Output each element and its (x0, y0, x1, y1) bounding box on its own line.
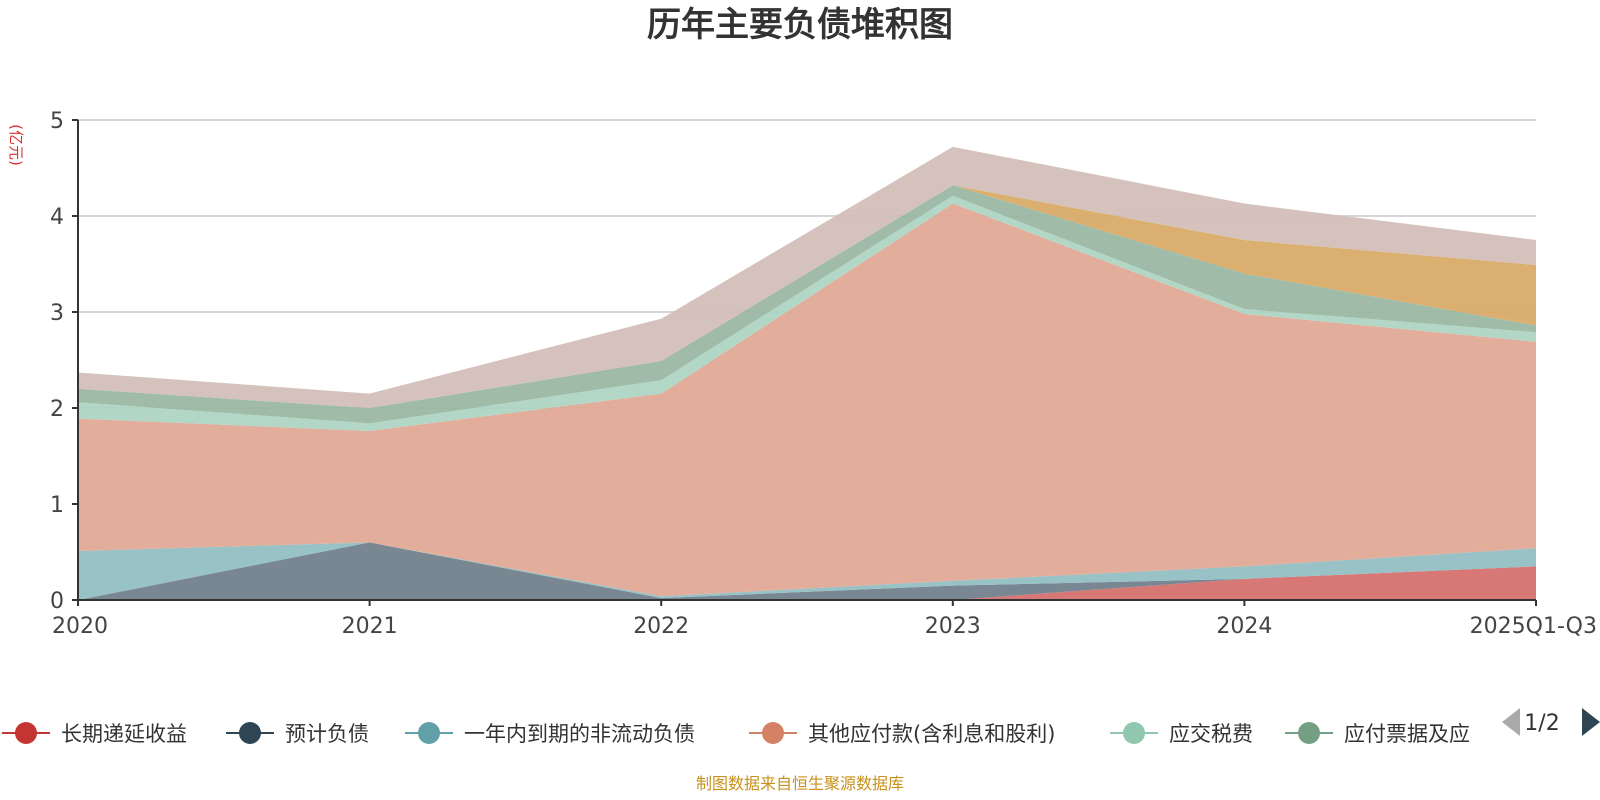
area-series-2 (78, 542, 1536, 600)
area-series-3 (78, 203, 1536, 597)
legend-label: 预计负债 (285, 722, 369, 746)
legend-pager[interactable]: 1/2 (1502, 708, 1600, 736)
legend-item[interactable]: 一年内到期的非流动负债 (405, 722, 695, 746)
area-series-5 (78, 185, 1536, 424)
x-tick-label: 2020 (52, 614, 108, 639)
axes (77, 120, 1536, 601)
legend-label: 应交税费 (1169, 722, 1253, 746)
legend-label: 应付票据及应 (1344, 722, 1470, 746)
x-tick-label: 2023 (925, 614, 981, 639)
y-axis-ticks: 0 1 2 3 4 5 (50, 109, 78, 614)
legend-label: 长期递延收益 (61, 722, 187, 746)
legend-item[interactable]: 应交税费 (1110, 722, 1253, 746)
y-tick-label: 1 (50, 493, 64, 518)
y-axis-unit-label: (亿元) (7, 124, 25, 166)
x-tick-label: 2022 (633, 614, 689, 639)
legend-label: 一年内到期的非流动负债 (464, 722, 695, 746)
x-tick-label: 2024 (1216, 614, 1272, 639)
legend-marker (418, 722, 440, 744)
legend[interactable]: 长期递延收益 预计负债 一年内到期的非流动负债 其他应付款(含利息和股利) 应交税费 应付… (2, 722, 1470, 746)
legend-next-arrow-icon[interactable] (1582, 708, 1600, 736)
area-series-0 (78, 566, 1536, 600)
area-series-7 (78, 146, 1536, 408)
legend-item[interactable]: 应付票据及应 (1285, 722, 1470, 746)
y-tick-label: 4 (50, 205, 64, 230)
x-tick-label: 2021 (342, 614, 398, 639)
area-series-6 (78, 185, 1536, 408)
area-series-4 (78, 195, 1536, 431)
y-tick-label: 0 (50, 589, 64, 614)
legend-label: 其他应付款(含利息和股利) (808, 722, 1055, 746)
area-series (78, 146, 1536, 600)
x-tick-label: 2025Q1-Q3 (1470, 614, 1597, 639)
y-tick-label: 5 (50, 109, 64, 134)
legend-prev-arrow-icon[interactable] (1502, 708, 1520, 736)
legend-item[interactable]: 长期递延收益 (2, 722, 187, 746)
legend-marker (239, 722, 261, 744)
legend-marker (762, 722, 784, 744)
legend-marker (15, 722, 37, 744)
legend-page-indicator: 1/2 (1524, 711, 1559, 736)
x-axis-ticks: 2020 2021 2022 2023 2024 2025Q1-Q3 (52, 600, 1597, 639)
area-series-1 (78, 542, 1536, 600)
legend-marker (1123, 722, 1145, 744)
y-tick-label: 2 (50, 397, 64, 422)
chart-title: 历年主要负债堆积图 (647, 5, 953, 45)
y-tick-label: 3 (50, 301, 64, 326)
data-source-note: 制图数据来自恒生聚源数据库 (696, 774, 904, 793)
legend-item[interactable]: 预计负债 (226, 722, 369, 746)
legend-marker (1298, 722, 1320, 744)
legend-item[interactable]: 其他应付款(含利息和股利) (749, 722, 1055, 746)
